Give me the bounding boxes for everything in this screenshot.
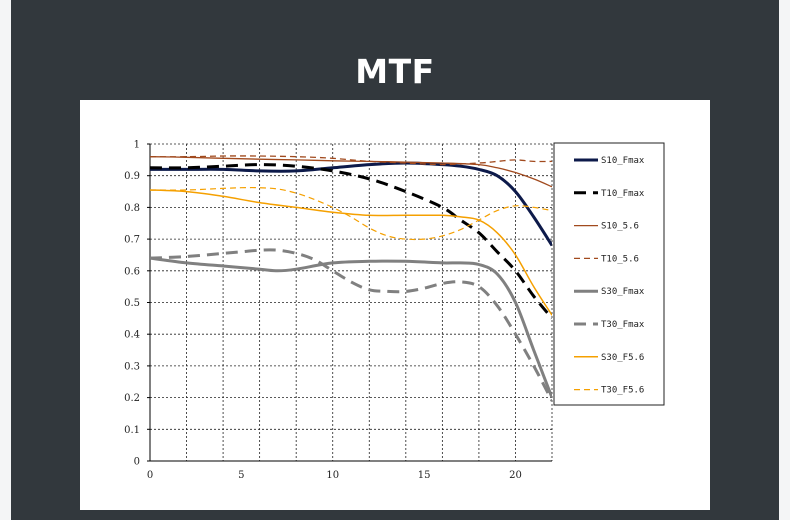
- y-tick-label: 0.5: [124, 298, 140, 309]
- series-line-s10-fmax: [150, 161, 552, 247]
- y-tick-label: 0.6: [124, 266, 140, 277]
- x-tick-label: 15: [418, 470, 431, 481]
- y-tick-label: 1: [134, 140, 140, 151]
- legend-label: S10_Fmax: [601, 156, 645, 166]
- legend-label: T30_Fmax: [601, 320, 645, 330]
- series-line-s10-5-6: [150, 156, 552, 188]
- y-tick-label: 0: [134, 457, 140, 468]
- x-tick-label: 20: [509, 470, 522, 481]
- y-tick-label: 0.9: [124, 171, 140, 182]
- legend-label: T30_F5.6: [601, 386, 644, 396]
- series-line-t30-fmax: [150, 248, 552, 402]
- series-line-t10-fmax: [150, 163, 552, 320]
- series-line-t10-5-6: [150, 155, 552, 166]
- page-title: MTF: [355, 52, 435, 91]
- legend-label: S30_Fmax: [601, 287, 645, 297]
- x-tick-label: 10: [326, 470, 339, 481]
- legend-label: T10_5.6: [601, 254, 639, 264]
- y-tick-label: 0.1: [124, 425, 140, 436]
- x-tick-label: 5: [238, 470, 244, 481]
- legend-label: S30_F5.6: [601, 353, 644, 363]
- y-tick-label: 0.3: [124, 361, 140, 372]
- legend-box: [553, 142, 665, 406]
- legend-label: T10_Fmax: [601, 189, 645, 199]
- y-tick-label: 0.7: [124, 235, 140, 246]
- series-line-s30-f5-6: [150, 189, 552, 316]
- x-tick-label: 0: [147, 470, 153, 481]
- chart-card: 0 0.1 0.2 0.3 0.4 0.5 0.6 0.7 0.8 0.9 1 0 5 10 15 20 S10…: [80, 100, 710, 510]
- y-tick-label: 0.8: [124, 203, 140, 214]
- mtf-chart: 00.10.20.30.40.50.60.70.80.910 5 10 15 20S10…: [124, 140, 665, 481]
- series-line-s30-fmax: [150, 256, 552, 399]
- y-tick-label: 0.2: [124, 393, 140, 404]
- y-tick-label: 0.4: [124, 330, 140, 341]
- legend-label: S10_5.6: [601, 222, 639, 232]
